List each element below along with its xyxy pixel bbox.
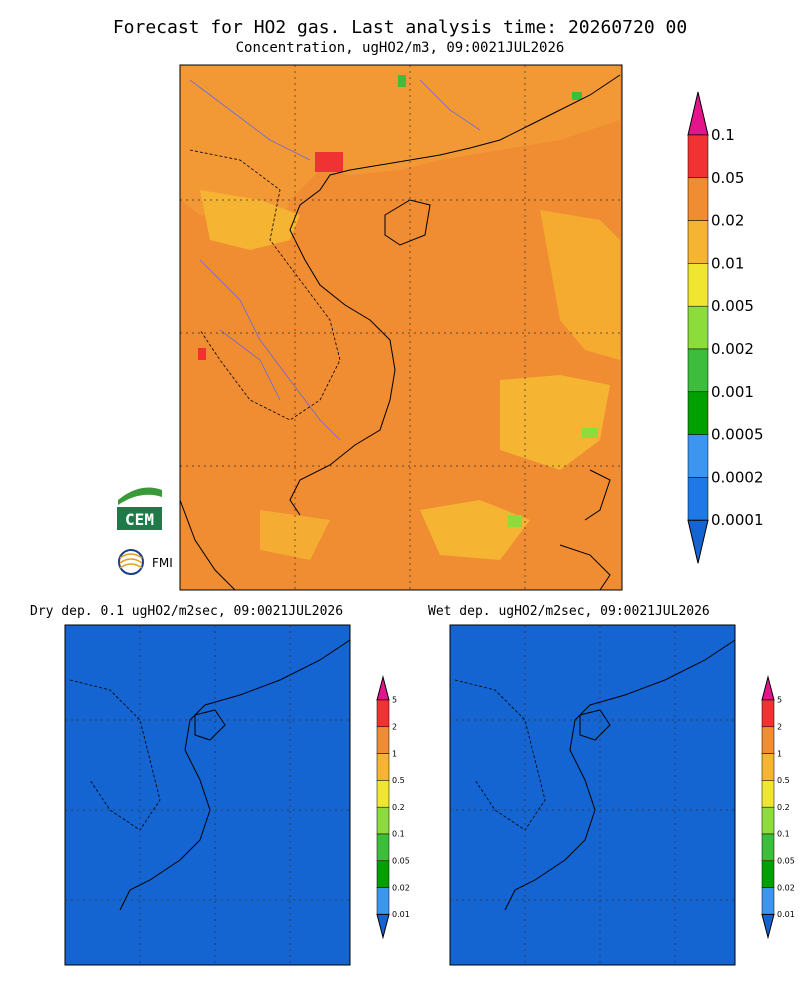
colorbar-label: 0.05 — [711, 169, 744, 187]
colorbar-label: 0.01 — [777, 910, 795, 919]
colorbar-label: 1 — [392, 749, 397, 758]
colorbar-label: 0.0005 — [711, 426, 764, 444]
colorbar-segment — [761, 780, 775, 808]
colorbar-label: 0.005 — [711, 297, 754, 315]
colorbar-label: 0.05 — [392, 856, 410, 865]
colorbar-segment — [687, 305, 709, 350]
colorbar-label: 2 — [392, 722, 397, 731]
colorbar-label: 5 — [777, 696, 782, 705]
colorbar-label: 0.01 — [392, 910, 410, 919]
colorbar-segment — [687, 391, 709, 435]
colorbar-label: 5 — [392, 696, 397, 705]
colorbar-segment — [761, 699, 775, 728]
colorbar-segment — [687, 220, 709, 264]
colorbar-segment — [376, 780, 390, 808]
dry-panel: Dry dep. 0.1 ugHO2/m2sec, 09:0021JUL2026 — [30, 604, 351, 966]
colorbar-label: 0.001 — [711, 383, 754, 401]
colorbar-segment — [687, 263, 709, 307]
fmi-logo: FMI — [118, 549, 173, 575]
cem-text: CEM — [125, 510, 154, 529]
colorbar-label: 0.1 — [392, 830, 405, 839]
colorbar-segment — [376, 833, 390, 862]
colorbar-label: 0.0001 — [711, 511, 764, 529]
colorbar-bottom — [761, 913, 775, 940]
colorbar-label: 0.5 — [777, 776, 790, 785]
colorbar-segment — [376, 699, 390, 728]
colorbar-segment — [687, 348, 709, 393]
colorbar-segment — [761, 860, 775, 888]
colorbar-bottom — [687, 519, 709, 564]
colorbar-segment — [761, 726, 775, 754]
colorbar-segment — [376, 753, 390, 781]
wet-panel: Wet dep. ugHO2/m2sec, 09:0021JUL2026 — [428, 604, 736, 966]
colorbar-label: 2 — [777, 722, 782, 731]
colorbar-label: 1 — [777, 749, 782, 758]
colorbar-label: 0.002 — [711, 340, 754, 358]
colorbar-segment — [376, 806, 390, 835]
colorbar-label: 0.1 — [711, 126, 735, 144]
fmi-text: FMI — [152, 556, 173, 570]
colorbar-label: 0.2 — [392, 803, 405, 812]
colorbar-label: 0.01 — [711, 254, 744, 272]
colorbar-label: 0.5 — [392, 776, 405, 785]
colorbar-segment — [761, 833, 775, 862]
colorbar-top — [687, 91, 709, 136]
dry-colorbar: 5 2 1 0.5 0.2 0.1 0.05 0.02 0.01 — [376, 675, 410, 940]
subtitle: Concentration, ugHO2/m3, 09:0021JUL2026 — [236, 40, 565, 56]
colorbar-segment — [761, 806, 775, 835]
panel-title: Wet dep. ugHO2/m2sec, 09:0021JUL2026 — [428, 604, 710, 619]
colorbar-label: 0.02 — [392, 883, 410, 892]
colorbar-bottom — [376, 913, 390, 940]
colorbar-label: 0.0002 — [711, 468, 764, 486]
colorbar-segment — [687, 434, 709, 478]
colorbar-label: 0.1 — [777, 830, 790, 839]
title: Forecast for HO2 gas. Last analysis time… — [113, 17, 687, 38]
colorbar-segment — [376, 887, 390, 915]
panel-title: Dry dep. 0.1 ugHO2/m2sec, 09:0021JUL2026 — [30, 604, 343, 619]
colorbar-segment — [761, 887, 775, 915]
colorbar-top — [761, 675, 775, 701]
colorbar-label: 0.05 — [777, 856, 795, 865]
colorbar-segment — [761, 753, 775, 781]
colorbar-segment — [376, 860, 390, 888]
colorbar-label: 0.02 — [711, 212, 744, 230]
wet-colorbar: 5 2 1 0.5 0.2 0.1 0.05 0.02 0.01 — [761, 675, 795, 940]
colorbar-segment — [687, 477, 709, 521]
main-colorbar: 0.1 0.05 0.02 0.01 0.005 0.002 0.001 0.0005 0.00… — [687, 91, 764, 564]
colorbar-segment — [687, 177, 709, 221]
colorbar-label: 0.02 — [777, 883, 795, 892]
colorbar-top — [376, 675, 390, 701]
colorbar-label: 0.2 — [777, 803, 790, 812]
main-map — [179, 64, 623, 591]
colorbar-segment — [376, 726, 390, 754]
cem-logo: CEM — [117, 485, 162, 530]
colorbar-segment — [687, 134, 709, 179]
